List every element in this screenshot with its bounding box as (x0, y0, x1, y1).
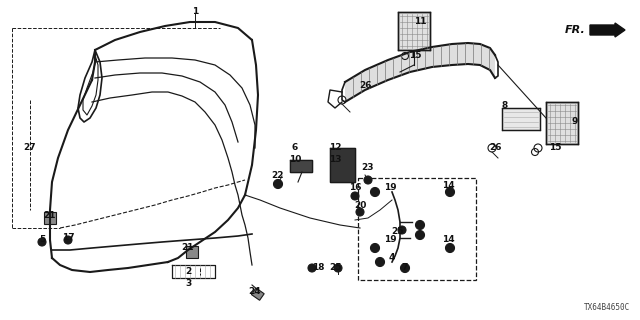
Text: 3: 3 (185, 279, 191, 289)
Circle shape (308, 264, 316, 272)
Text: 26: 26 (359, 81, 371, 90)
Text: 19: 19 (384, 183, 396, 193)
Text: 21: 21 (44, 211, 56, 220)
Text: 21: 21 (182, 244, 195, 252)
Circle shape (351, 192, 359, 200)
Bar (398, 12, 430, 50)
Circle shape (38, 238, 46, 246)
Text: 11: 11 (413, 18, 426, 27)
FancyArrow shape (590, 23, 625, 37)
Circle shape (371, 188, 380, 196)
Bar (44, 212, 56, 224)
Text: 12: 12 (329, 143, 341, 153)
Text: 5: 5 (39, 236, 45, 244)
Polygon shape (345, 43, 495, 102)
Text: 16: 16 (349, 183, 361, 193)
Text: 10: 10 (289, 156, 301, 164)
Text: 2: 2 (185, 268, 191, 276)
Circle shape (376, 258, 385, 267)
Text: FR.: FR. (565, 25, 586, 35)
Circle shape (398, 226, 406, 234)
Text: 26: 26 (489, 143, 501, 153)
Text: 22: 22 (272, 171, 284, 180)
Text: 15: 15 (548, 143, 561, 153)
Text: 13: 13 (329, 156, 341, 164)
Circle shape (273, 180, 282, 188)
Text: 4: 4 (389, 253, 395, 262)
Text: 18: 18 (312, 263, 324, 273)
Text: 25: 25 (329, 263, 341, 273)
Circle shape (415, 230, 424, 239)
Text: TX64B4650C: TX64B4650C (584, 303, 630, 312)
Text: 17: 17 (61, 234, 74, 243)
Bar (252, 288, 264, 300)
Circle shape (445, 244, 454, 252)
Text: 14: 14 (442, 236, 454, 244)
Text: 24: 24 (249, 287, 261, 297)
Text: 8: 8 (502, 100, 508, 109)
Bar (546, 102, 578, 144)
Circle shape (356, 208, 364, 216)
Circle shape (64, 236, 72, 244)
Text: 14: 14 (442, 180, 454, 189)
Text: 23: 23 (362, 164, 374, 172)
Circle shape (445, 188, 454, 196)
Circle shape (371, 244, 380, 252)
Bar (358, 178, 476, 280)
Bar (186, 246, 198, 258)
Polygon shape (290, 160, 312, 172)
Circle shape (415, 220, 424, 229)
Text: 7: 7 (402, 263, 408, 273)
Circle shape (334, 264, 342, 272)
Text: 15: 15 (409, 51, 421, 60)
Text: 19: 19 (384, 236, 396, 244)
Bar (502, 108, 540, 130)
Circle shape (401, 263, 410, 273)
Text: 20: 20 (354, 201, 366, 210)
Text: 25: 25 (392, 228, 404, 236)
Text: 27: 27 (24, 143, 36, 153)
Polygon shape (330, 148, 355, 182)
Text: 9: 9 (572, 117, 578, 126)
Text: 6: 6 (292, 143, 298, 153)
Circle shape (364, 176, 372, 184)
Text: 1: 1 (192, 7, 198, 17)
